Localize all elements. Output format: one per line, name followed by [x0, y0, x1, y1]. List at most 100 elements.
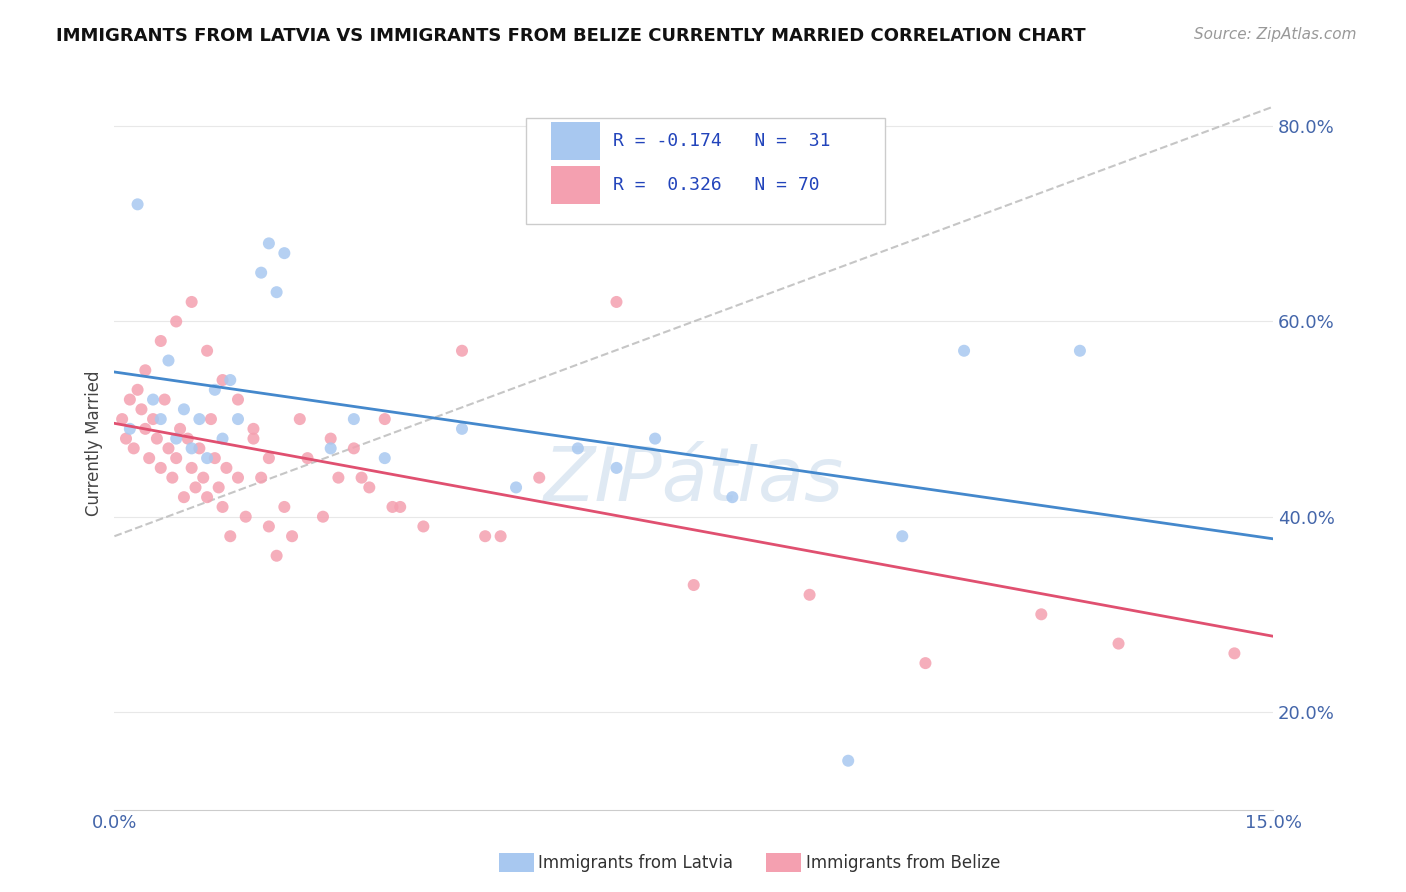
- Point: [149, 334, 172, 348]
- Point: [389, 500, 412, 514]
- Point: [266, 285, 288, 300]
- Point: [273, 246, 295, 260]
- Point: [328, 470, 350, 484]
- Point: [162, 470, 184, 484]
- Point: [257, 451, 280, 466]
- Point: [118, 392, 141, 407]
- Text: R =  0.326   N = 70: R = 0.326 N = 70: [613, 176, 820, 194]
- Point: [134, 363, 156, 377]
- FancyBboxPatch shape: [526, 118, 884, 224]
- Point: [451, 422, 474, 436]
- Point: [165, 451, 187, 466]
- Text: Immigrants from Latvia: Immigrants from Latvia: [538, 854, 734, 871]
- Point: [721, 490, 744, 504]
- Y-axis label: Currently Married: Currently Married: [86, 371, 103, 516]
- Point: [208, 480, 231, 494]
- Point: [157, 353, 180, 368]
- Point: [200, 412, 222, 426]
- Point: [266, 549, 288, 563]
- Point: [273, 500, 295, 514]
- Point: [149, 461, 172, 475]
- Point: [226, 392, 249, 407]
- Point: [142, 392, 165, 407]
- Point: [142, 412, 165, 426]
- Point: [193, 470, 215, 484]
- Point: [474, 529, 496, 543]
- Text: ZIPátlas: ZIPátlas: [544, 444, 844, 516]
- Point: [195, 451, 218, 466]
- Point: [127, 197, 149, 211]
- Point: [226, 470, 249, 484]
- Point: [177, 432, 200, 446]
- Point: [1069, 343, 1091, 358]
- Text: Source: ZipAtlas.com: Source: ZipAtlas.com: [1194, 27, 1357, 42]
- Point: [219, 373, 242, 387]
- Point: [169, 422, 191, 436]
- Point: [204, 383, 226, 397]
- Point: [350, 470, 373, 484]
- Point: [953, 343, 976, 358]
- Point: [250, 266, 273, 280]
- Point: [359, 480, 381, 494]
- Text: Immigrants from Belize: Immigrants from Belize: [806, 854, 1000, 871]
- Point: [605, 295, 627, 310]
- Point: [319, 432, 342, 446]
- Point: [374, 451, 396, 466]
- Point: [312, 509, 335, 524]
- Point: [127, 383, 149, 397]
- Point: [1223, 646, 1246, 660]
- Point: [297, 451, 319, 466]
- Point: [180, 461, 202, 475]
- Point: [173, 490, 195, 504]
- Text: IMMIGRANTS FROM LATVIA VS IMMIGRANTS FROM BELIZE CURRENTLY MARRIED CORRELATION C: IMMIGRANTS FROM LATVIA VS IMMIGRANTS FRO…: [56, 27, 1085, 45]
- Point: [343, 442, 366, 456]
- Point: [188, 412, 211, 426]
- Point: [211, 500, 233, 514]
- Point: [149, 412, 172, 426]
- Point: [242, 432, 264, 446]
- Point: [122, 442, 145, 456]
- Point: [837, 754, 859, 768]
- Point: [567, 442, 589, 456]
- Point: [226, 412, 249, 426]
- Point: [250, 470, 273, 484]
- Point: [165, 314, 187, 328]
- Point: [505, 480, 527, 494]
- Point: [188, 442, 211, 456]
- Point: [412, 519, 434, 533]
- Point: [184, 480, 207, 494]
- Point: [799, 588, 821, 602]
- Point: [682, 578, 704, 592]
- Point: [257, 236, 280, 251]
- Point: [180, 442, 202, 456]
- Point: [605, 461, 627, 475]
- Point: [235, 509, 257, 524]
- Point: [180, 295, 202, 310]
- FancyBboxPatch shape: [551, 122, 600, 161]
- Point: [211, 432, 233, 446]
- Point: [195, 343, 218, 358]
- Point: [153, 392, 176, 407]
- Point: [215, 461, 238, 475]
- Point: [1031, 607, 1053, 622]
- Point: [1108, 637, 1130, 651]
- Point: [891, 529, 914, 543]
- Point: [257, 519, 280, 533]
- Point: [644, 432, 666, 446]
- Point: [204, 451, 226, 466]
- Point: [111, 412, 134, 426]
- Point: [118, 422, 141, 436]
- Point: [451, 343, 474, 358]
- Point: [529, 470, 551, 484]
- Point: [173, 402, 195, 417]
- Point: [914, 656, 936, 670]
- Point: [219, 529, 242, 543]
- Point: [157, 442, 180, 456]
- Point: [211, 373, 233, 387]
- Point: [319, 442, 342, 456]
- Point: [134, 422, 156, 436]
- Point: [381, 500, 404, 514]
- Point: [374, 412, 396, 426]
- Point: [343, 412, 366, 426]
- Point: [288, 412, 311, 426]
